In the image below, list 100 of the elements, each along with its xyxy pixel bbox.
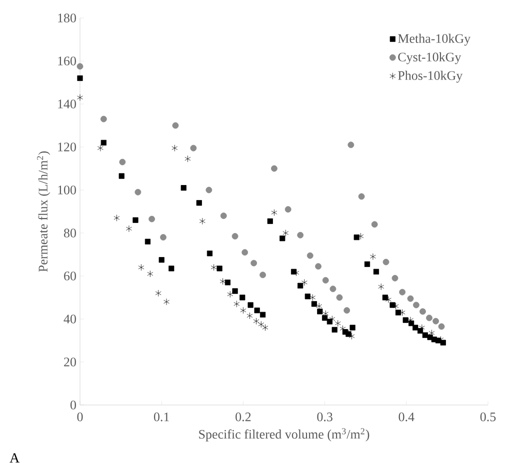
point [253, 318, 260, 325]
point [332, 326, 338, 333]
point [227, 290, 234, 298]
point [373, 268, 380, 274]
point [190, 144, 197, 152]
point [172, 144, 178, 152]
point [316, 302, 322, 310]
point [420, 308, 426, 315]
point [206, 250, 213, 256]
point [392, 302, 399, 310]
point [350, 324, 356, 330]
point [160, 234, 166, 240]
point [148, 216, 156, 222]
y-axis-title: Permeate flux (L/h/m$^{2}$) [37, 151, 50, 272]
point [407, 295, 414, 302]
point [282, 230, 289, 236]
point [232, 288, 238, 294]
point [77, 94, 83, 101]
y-tick-label: 20 [64, 358, 76, 366]
point [134, 188, 142, 196]
point [267, 218, 273, 224]
point [358, 232, 364, 240]
point [297, 232, 304, 238]
point [370, 253, 376, 260]
point [240, 294, 246, 300]
text: A [10, 453, 20, 462]
x-tick-label: 0.3 [317, 412, 332, 422]
point [168, 266, 174, 272]
y-tick-label: 160 [58, 56, 76, 66]
point [329, 316, 336, 322]
point [271, 209, 278, 216]
point [412, 302, 420, 308]
point [242, 249, 248, 256]
point [382, 258, 390, 266]
point [354, 234, 360, 240]
point [246, 312, 253, 320]
point [76, 63, 84, 70]
point [132, 217, 138, 223]
point [254, 308, 260, 314]
point [210, 264, 217, 271]
point [114, 214, 120, 222]
point [147, 270, 154, 278]
point [322, 277, 329, 284]
x-tick-label: 0.4 [398, 412, 414, 422]
point [348, 332, 355, 340]
point [220, 212, 227, 219]
x-axis-title: Specific filtered volume (m$^{3}$/m$^{2}$) [199, 428, 370, 442]
point [348, 142, 354, 148]
point [301, 279, 308, 286]
point [164, 298, 170, 306]
point [385, 296, 392, 304]
point [371, 221, 378, 228]
point [199, 218, 206, 225]
point [271, 165, 278, 172]
point [118, 173, 124, 179]
point [280, 236, 286, 242]
legend-label: Phos-10kGy [398, 70, 463, 83]
point [224, 280, 230, 286]
point [317, 308, 323, 314]
y-tick-label: 120 [58, 142, 76, 152]
point [258, 320, 264, 328]
point [234, 300, 240, 308]
point [364, 261, 370, 267]
point [119, 158, 126, 166]
point [395, 310, 402, 316]
point [220, 278, 226, 285]
point [284, 206, 292, 213]
y-tick-label: 180 [58, 14, 76, 22]
point [260, 272, 266, 278]
point [97, 144, 104, 152]
point [399, 288, 406, 296]
point [100, 140, 106, 146]
point [184, 155, 191, 162]
point [382, 294, 388, 300]
point [250, 260, 258, 266]
point [232, 233, 238, 240]
y-tick-label: 60 [64, 272, 76, 280]
point [158, 257, 164, 263]
point [298, 282, 304, 288]
point [432, 318, 439, 324]
point [248, 302, 254, 308]
point [315, 263, 322, 270]
point [172, 122, 179, 129]
point [100, 116, 107, 122]
point [392, 274, 398, 282]
point [262, 324, 268, 331]
point [260, 312, 266, 318]
point [330, 286, 336, 292]
point [77, 75, 83, 81]
point [358, 193, 365, 200]
point [144, 238, 151, 244]
point [426, 314, 432, 322]
y-tick-label: 80 [64, 228, 76, 238]
point [336, 294, 343, 301]
point [378, 283, 384, 290]
point [310, 294, 316, 301]
y-tick-label: 0 [70, 400, 76, 410]
point [322, 315, 328, 321]
point [304, 294, 310, 300]
point [138, 264, 144, 271]
